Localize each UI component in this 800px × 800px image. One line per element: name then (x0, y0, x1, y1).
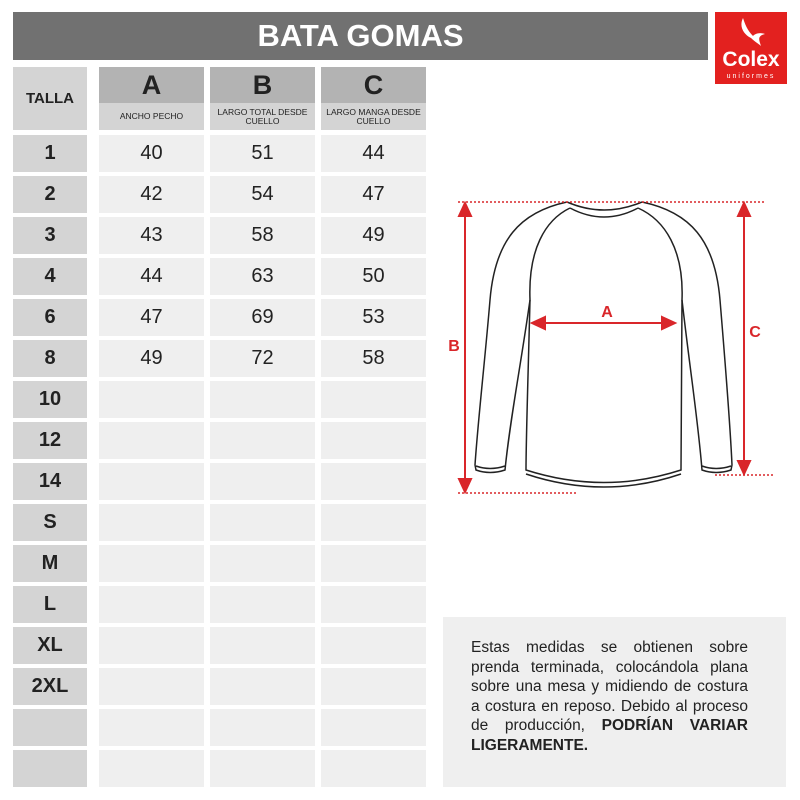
measurement-cell (99, 422, 204, 459)
size-label: L (13, 586, 87, 623)
measurement-cell (210, 586, 315, 623)
column-letter: A (99, 67, 204, 103)
size-label: 8 (13, 340, 87, 377)
wing-icon (741, 18, 765, 46)
measurement-cell: 47 (321, 176, 426, 213)
measurement-cell (321, 463, 426, 500)
measurement-cell (210, 750, 315, 787)
measurement-cell (321, 545, 426, 582)
measurement-cell: 58 (321, 340, 426, 377)
size-label: 2XL (13, 668, 87, 705)
measurement-cell: 47 (99, 299, 204, 336)
shirt-outline (474, 201, 733, 488)
measurement-cell (99, 750, 204, 787)
measurement-cell: 43 (99, 217, 204, 254)
label-c: C (749, 324, 761, 341)
measurement-cell (321, 750, 426, 787)
size-label: 3 (13, 217, 87, 254)
size-label: S (13, 504, 87, 541)
measurement-cell (99, 504, 204, 541)
column-description: LARGO MANGA DESDE CUELLO (321, 103, 426, 130)
measurement-cell (210, 381, 315, 418)
measurement-cell (210, 463, 315, 500)
size-label: 2 (13, 176, 87, 213)
column-description: ANCHO PECHO (99, 103, 204, 130)
label-b: B (448, 338, 460, 355)
size-label (13, 709, 87, 746)
measurement-cell (99, 545, 204, 582)
talla-header: TALLA (13, 67, 87, 130)
measurement-cell: 50 (321, 258, 426, 295)
measurement-cell: 49 (321, 217, 426, 254)
measurement-cell (321, 709, 426, 746)
measurement-cell (210, 422, 315, 459)
measurement-cell (210, 709, 315, 746)
measurement-cell (210, 627, 315, 664)
measurement-cell (210, 504, 315, 541)
measurement-cell: 69 (210, 299, 315, 336)
size-label: 10 (13, 381, 87, 418)
measurement-cell (99, 709, 204, 746)
measurement-cell (321, 381, 426, 418)
page-title: BATA GOMAS (13, 12, 708, 60)
measurement-cell (99, 463, 204, 500)
size-label: M (13, 545, 87, 582)
size-label: 4 (13, 258, 87, 295)
measurement-cell: 53 (321, 299, 426, 336)
measurement-cell: 72 (210, 340, 315, 377)
measurement-cell: 42 (99, 176, 204, 213)
measurement-cell (321, 586, 426, 623)
measurement-cell (210, 545, 315, 582)
colex-logo: Colex uniformes (715, 12, 787, 84)
measurement-cell (210, 668, 315, 705)
measurement-cell: 44 (99, 258, 204, 295)
size-label: XL (13, 627, 87, 664)
measurement-cell: 54 (210, 176, 315, 213)
measurement-cell (321, 422, 426, 459)
measurement-cell: 58 (210, 217, 315, 254)
measurement-cell (99, 668, 204, 705)
measurement-cell: 40 (99, 135, 204, 172)
measurement-cell (321, 668, 426, 705)
measurement-cell (321, 627, 426, 664)
measurement-cell (321, 504, 426, 541)
column-description: LARGO TOTAL DESDE CUELLO (210, 103, 315, 130)
measurement-cell (99, 627, 204, 664)
size-label (13, 750, 87, 787)
size-label: 14 (13, 463, 87, 500)
label-a: A (601, 304, 613, 321)
measurement-cell: 51 (210, 135, 315, 172)
column-letter: B (210, 67, 315, 103)
guide-lines (458, 201, 774, 494)
size-label: 12 (13, 422, 87, 459)
column-letter: C (321, 67, 426, 103)
measurement-cell: 63 (210, 258, 315, 295)
measurement-cell: 44 (321, 135, 426, 172)
measurement-cell (99, 586, 204, 623)
size-label: 1 (13, 135, 87, 172)
measurement-cell (99, 381, 204, 418)
size-label: 6 (13, 299, 87, 336)
measurement-cell: 49 (99, 340, 204, 377)
measurement-note: Estas medidas se obtienen sobre prenda t… (443, 617, 786, 787)
